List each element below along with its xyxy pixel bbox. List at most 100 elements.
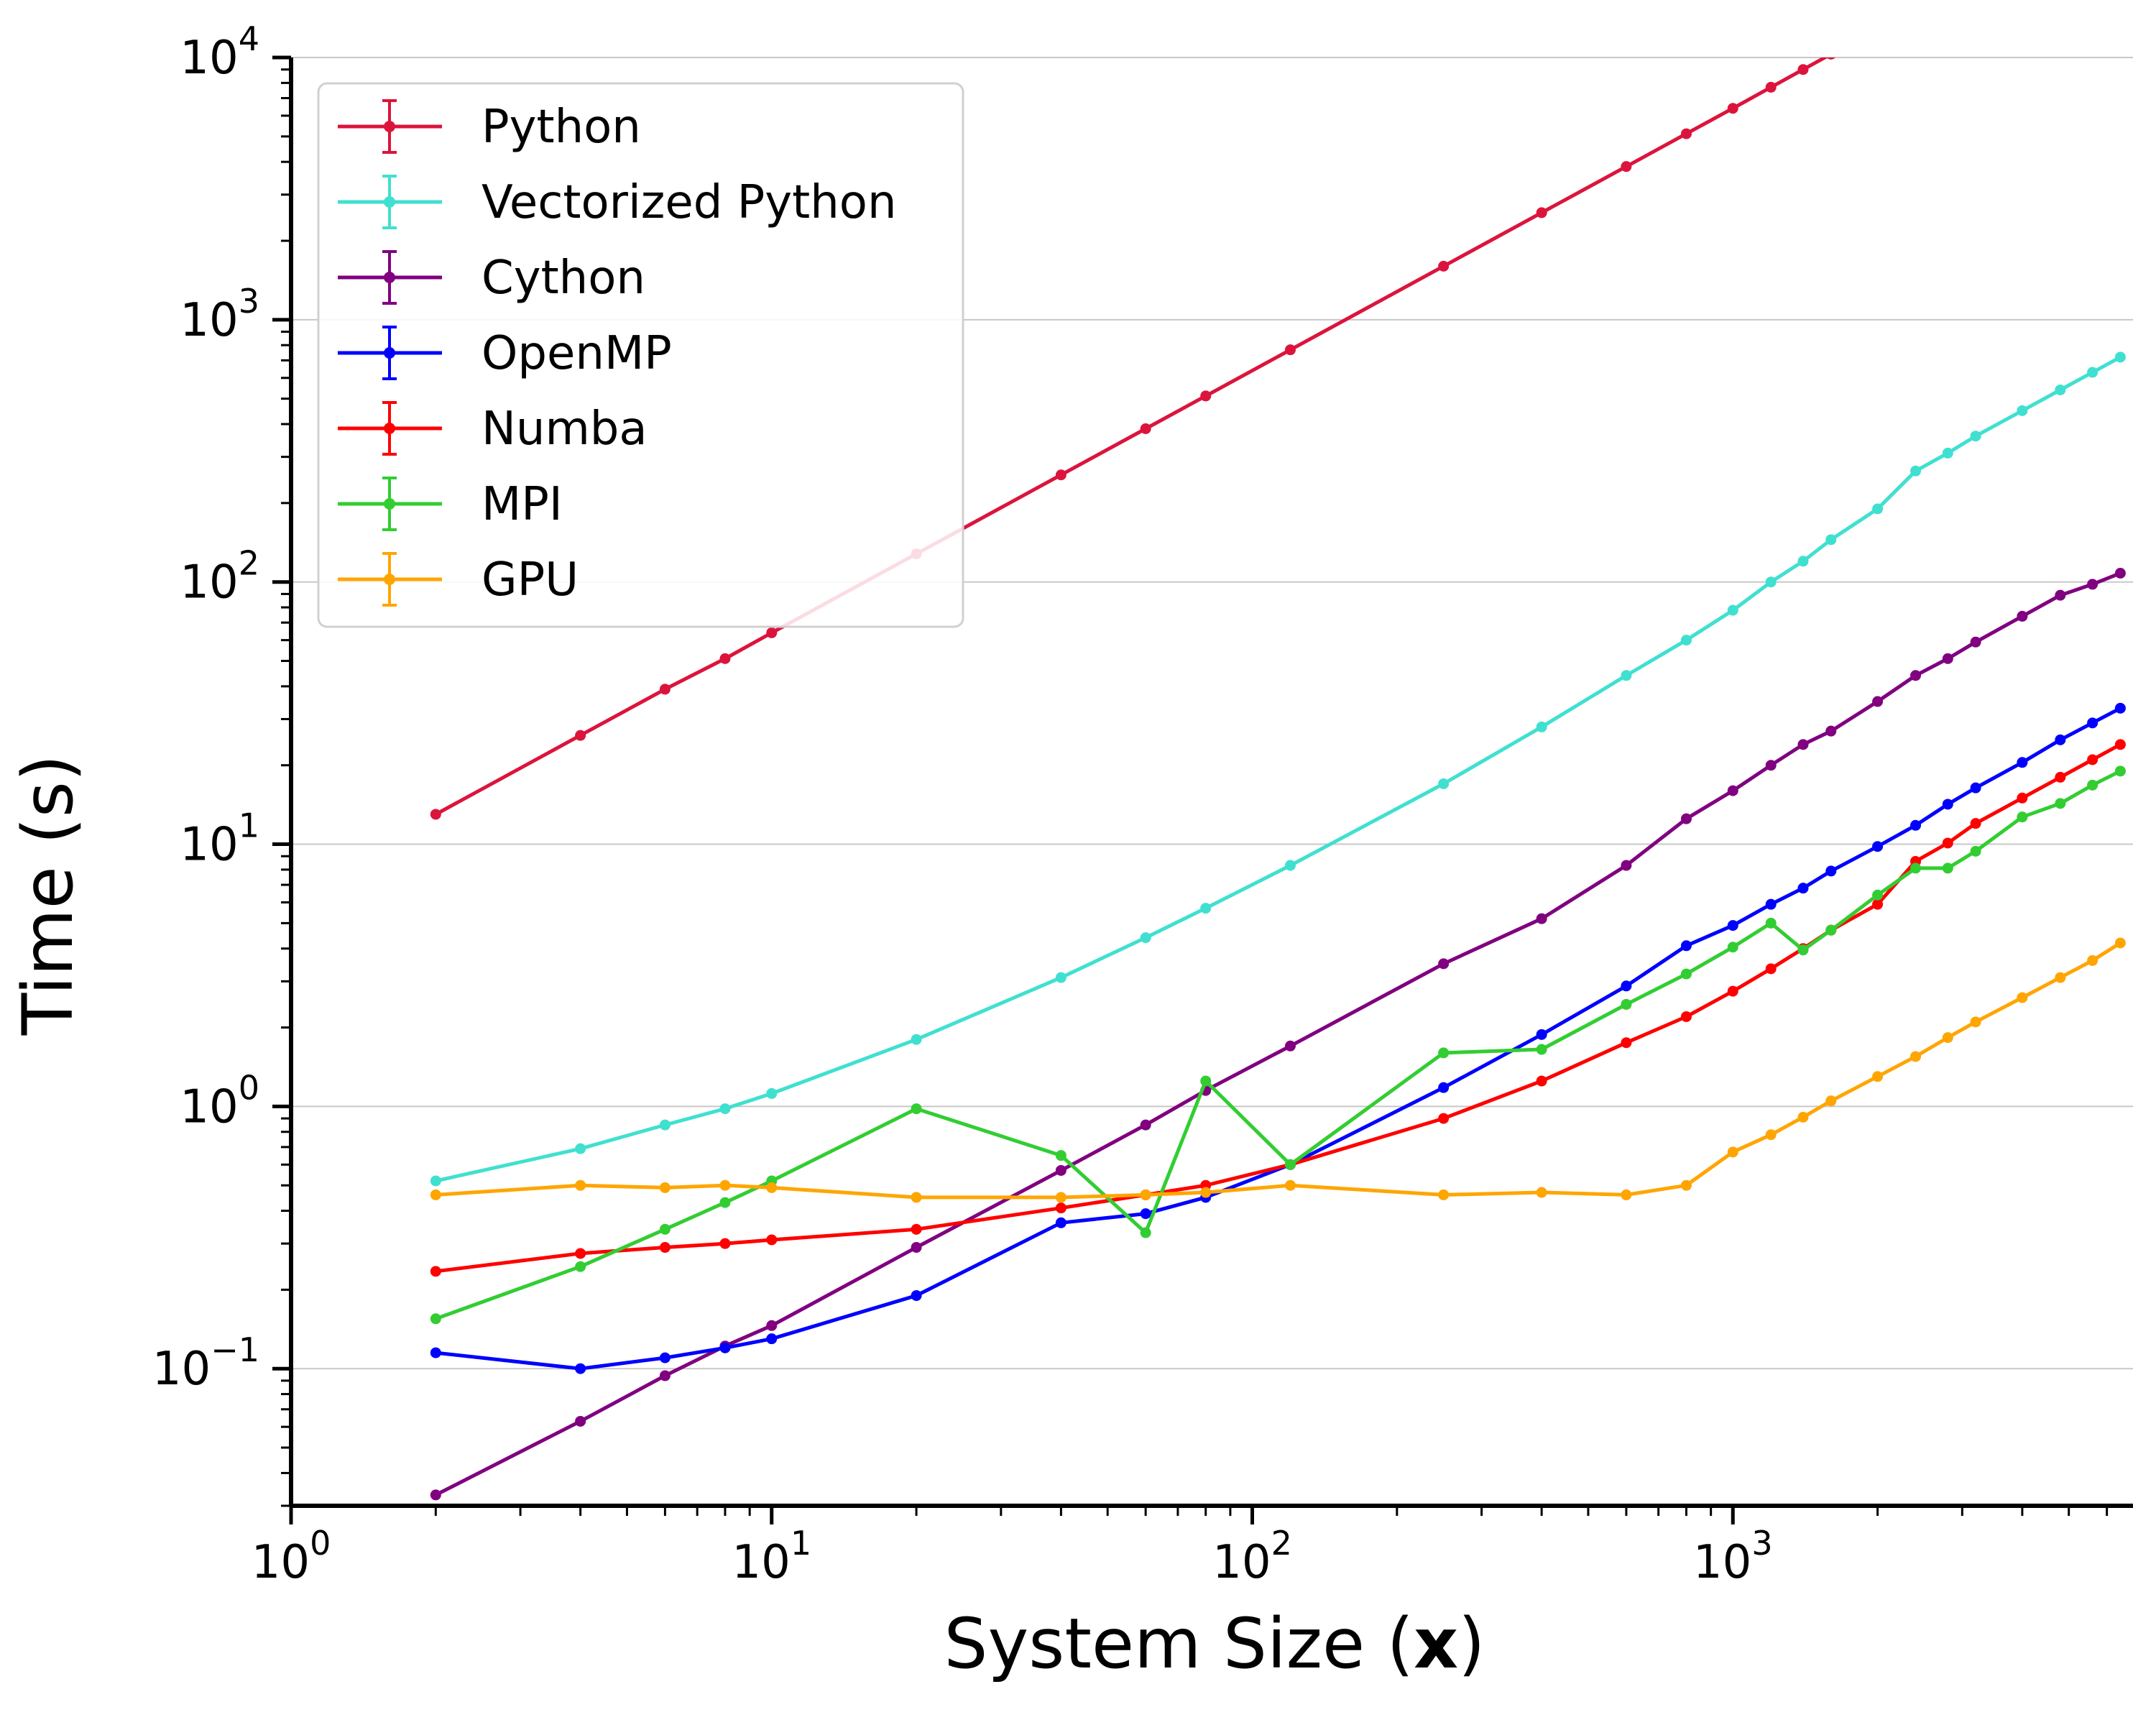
y-tick-label: 100 <box>180 1068 259 1133</box>
data-point <box>1438 1082 1450 1093</box>
plot-series <box>430 58 2126 1501</box>
data-point <box>1727 920 1738 932</box>
data-point <box>1200 1187 1212 1198</box>
data-point <box>719 1179 731 1191</box>
data-point <box>1942 1032 1953 1044</box>
data-point <box>575 730 586 741</box>
data-point <box>911 1192 922 1203</box>
legend-label: Cython <box>482 252 645 305</box>
data-point <box>1200 390 1212 402</box>
y-tick-label: 103 <box>180 282 259 347</box>
data-point <box>1872 503 1884 515</box>
data-point <box>430 1489 441 1501</box>
data-point <box>1140 1189 1151 1200</box>
x-tick-label: 101 <box>732 1524 811 1589</box>
data-point <box>2055 798 2066 809</box>
data-point <box>2087 717 2099 729</box>
data-point <box>1055 1217 1067 1228</box>
data-point <box>719 1342 731 1353</box>
y-tick-label: 101 <box>180 806 259 872</box>
data-point <box>1536 207 1547 218</box>
data-point <box>1765 1129 1777 1141</box>
data-point <box>659 1370 671 1381</box>
data-point <box>2114 739 2126 750</box>
legend-label: Vectorized Python <box>482 176 897 229</box>
data-point <box>1140 1227 1151 1238</box>
data-point <box>1797 944 1809 956</box>
x-axis-title-suffix: ) <box>1458 1604 1485 1684</box>
data-point <box>2017 405 2028 416</box>
data-point <box>719 653 731 664</box>
data-point <box>1765 963 1777 975</box>
data-point <box>1910 670 1922 681</box>
legend-frame <box>317 82 964 628</box>
data-point <box>2087 579 2099 590</box>
data-point <box>719 1197 731 1208</box>
data-point <box>1680 940 1692 952</box>
data-point <box>1284 1159 1296 1170</box>
series-python <box>430 58 1835 820</box>
data-point <box>1438 1189 1450 1200</box>
data-point <box>1942 799 1953 810</box>
data-point <box>766 1182 778 1193</box>
data-point <box>430 1266 441 1277</box>
data-point <box>1872 696 1884 707</box>
data-point <box>1970 818 1981 829</box>
data-point <box>430 1189 441 1200</box>
legend-marker <box>384 498 395 510</box>
data-point <box>1942 837 1953 849</box>
data-point <box>1765 576 1777 588</box>
data-point <box>575 1363 586 1374</box>
x-axis-title-variable: x <box>1414 1604 1458 1684</box>
data-point <box>1970 782 1981 794</box>
data-point <box>1200 903 1212 914</box>
data-point <box>766 1333 778 1345</box>
data-point <box>1765 81 1777 93</box>
data-point <box>1680 635 1692 646</box>
data-point <box>2114 765 2126 777</box>
data-point <box>1910 819 1922 831</box>
data-point <box>659 1352 671 1363</box>
data-point <box>911 1034 922 1045</box>
data-point <box>766 1087 778 1099</box>
legend-marker <box>384 347 395 359</box>
legend-entry: Python <box>338 99 641 154</box>
data-point <box>659 1223 671 1235</box>
y-axis-title: Time (s) <box>8 755 88 1036</box>
data-point <box>1536 721 1547 732</box>
series-line <box>436 707 2122 1371</box>
x-axis-title-prefix: System Size ( <box>944 1604 1414 1684</box>
data-point <box>1942 862 1953 874</box>
data-point <box>1797 64 1809 75</box>
data-point <box>1621 860 1632 871</box>
data-point <box>659 1119 671 1131</box>
data-point <box>1872 1071 1884 1082</box>
data-point <box>1727 942 1738 953</box>
data-point <box>1910 862 1922 874</box>
legend-label: Python <box>482 101 641 154</box>
data-point <box>1942 653 1953 664</box>
legend: Python Vectorized Python Cython OpenMP Numba… <box>317 82 964 628</box>
data-point <box>1536 1029 1547 1040</box>
legend-marker <box>384 121 395 132</box>
data-point <box>659 1182 671 1193</box>
data-point <box>1727 1146 1738 1158</box>
data-point <box>1765 917 1777 929</box>
data-point <box>2114 567 2126 579</box>
data-point <box>1621 980 1632 992</box>
x-tick-label: 100 <box>252 1524 331 1589</box>
data-point <box>1727 785 1738 796</box>
data-point <box>2017 610 2028 622</box>
series-line <box>435 58 1829 816</box>
series-vectorized-python <box>430 351 2126 1187</box>
data-point <box>1438 1047 1450 1059</box>
data-point <box>575 1415 586 1427</box>
legend-label: Numba <box>482 402 648 456</box>
data-point <box>1970 1016 1981 1028</box>
data-point <box>719 1238 731 1249</box>
data-point <box>1872 889 1884 901</box>
legend-marker <box>384 423 395 434</box>
y-tick-label: 104 <box>180 19 259 85</box>
data-point <box>2087 779 2099 791</box>
data-point <box>1140 1208 1151 1220</box>
